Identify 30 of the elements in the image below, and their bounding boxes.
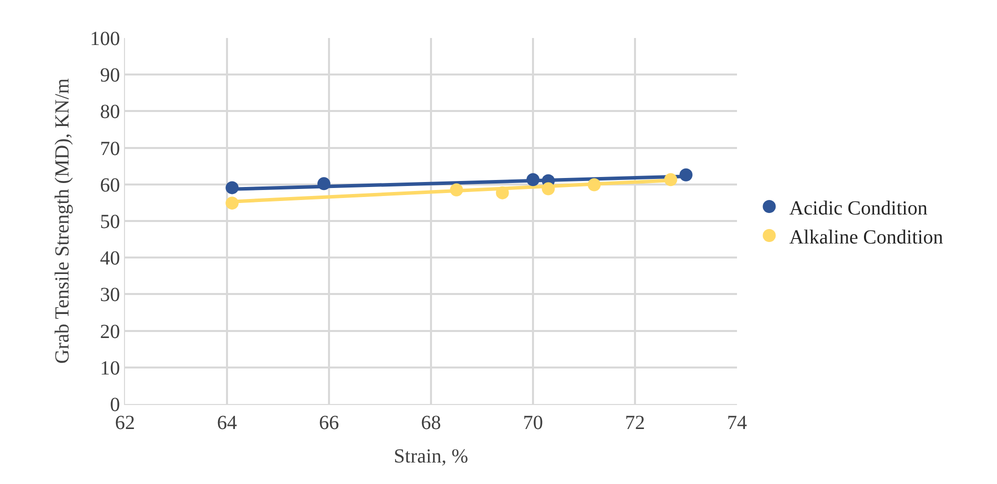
point <box>664 173 678 186</box>
y-tick-label: 60 <box>100 174 120 196</box>
y-tick-label: 50 <box>100 211 120 233</box>
x-axis-title: Strain, % <box>394 446 468 468</box>
point <box>496 186 509 200</box>
point <box>526 173 540 186</box>
y-tick-label: 10 <box>100 357 120 380</box>
y-tick-label: 20 <box>100 320 120 343</box>
x-tick-label: 74 <box>727 412 747 434</box>
y-tick-label: 90 <box>100 64 120 87</box>
y-axis-title: Grab Tensile Strength (MD), KN/m <box>52 78 74 364</box>
y-tick-label: 70 <box>100 138 120 160</box>
point <box>317 177 330 190</box>
legend-label: Alkaline Condition <box>789 226 944 248</box>
x-tick-label: 64 <box>217 412 237 434</box>
x-tick-label: 66 <box>319 412 339 434</box>
x-tick-label: 72 <box>625 412 645 434</box>
x-tick-label: 70 <box>523 412 543 434</box>
point <box>588 178 601 192</box>
point <box>542 182 555 196</box>
y-tick-label: 80 <box>100 101 120 124</box>
x-tick-label: 68 <box>421 412 441 434</box>
point <box>226 181 239 194</box>
y-tick-label: 100 <box>90 28 120 50</box>
y-tick-label: 40 <box>100 248 120 270</box>
y-tick-label: 30 <box>100 284 120 306</box>
legend-label: Acidic Condition <box>789 197 928 220</box>
point <box>450 183 463 196</box>
point <box>680 168 692 182</box>
point <box>226 196 239 210</box>
